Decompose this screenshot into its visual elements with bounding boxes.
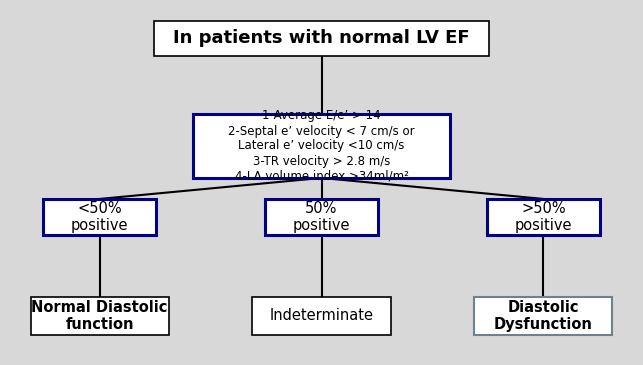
Text: In patients with normal LV EF: In patients with normal LV EF [173,29,470,47]
Text: Diastolic
Dysfunction: Diastolic Dysfunction [494,300,593,332]
Text: Normal Diastolic
function: Normal Diastolic function [32,300,168,332]
FancyBboxPatch shape [252,296,391,335]
FancyBboxPatch shape [266,199,377,235]
Text: <50%
positive: <50% positive [71,201,129,233]
FancyBboxPatch shape [193,114,450,178]
FancyBboxPatch shape [31,296,168,335]
Text: >50%
positive: >50% positive [514,201,572,233]
FancyBboxPatch shape [44,199,156,235]
Text: 50%
positive: 50% positive [293,201,350,233]
FancyBboxPatch shape [154,21,489,55]
FancyBboxPatch shape [487,199,599,235]
Text: Indeterminate: Indeterminate [269,308,374,323]
Text: 1-Average E/e’ > 14
2-Septal e’ velocity < 7 cm/s or
Lateral e’ velocity <10 cm/: 1-Average E/e’ > 14 2-Septal e’ velocity… [228,110,415,182]
FancyBboxPatch shape [474,296,612,335]
